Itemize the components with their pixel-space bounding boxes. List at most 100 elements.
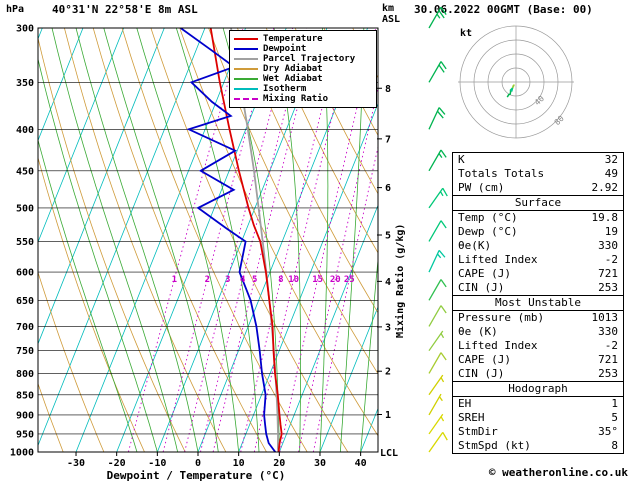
legend-item-temperature: Temperature (234, 34, 372, 44)
table-row: Pressure (mb) 1013 (453, 311, 623, 325)
stat-label: Lifted Index (458, 253, 538, 266)
table-row: PW (cm) 2.92 (453, 181, 623, 195)
table-row: θe (K) 330 (453, 325, 623, 339)
wind-barb (428, 6, 447, 29)
wind-barb (428, 249, 446, 273)
km-asl-axis-label: km ASL (382, 3, 400, 25)
svg-text:900: 900 (16, 410, 34, 421)
legend-label: Dry Adiabat (263, 64, 323, 74)
table-row: StmDir 35° (453, 425, 623, 439)
table-row: SREH 5 (453, 411, 623, 425)
wind-barb (428, 279, 447, 301)
stat-label: Totals Totals (458, 167, 545, 180)
plot-grid (38, 28, 378, 452)
lcl-label: LCL (380, 448, 398, 459)
table-row: Lifted Index -2 (453, 253, 623, 267)
legend-label: Temperature (263, 34, 323, 44)
wind-barb (428, 352, 447, 374)
wind-barb (428, 431, 448, 453)
stat-value: 1013 (591, 311, 619, 324)
svg-text:25: 25 (344, 275, 355, 285)
svg-text:1000: 1000 (10, 448, 34, 459)
kt-unit-label: kt (460, 28, 472, 39)
dry-adiabats (38, 28, 378, 452)
legend-item-wet-adiabat: Wet Adiabat (234, 74, 372, 84)
svg-text:-20: -20 (108, 458, 126, 469)
stat-value: 1 (611, 397, 618, 410)
wind-barb (428, 107, 446, 130)
svg-text:8: 8 (385, 84, 391, 95)
stat-label: CAPE (J) (458, 353, 511, 366)
table-row: EH 1 (453, 397, 623, 411)
right-panel: kt 40 80 K 32 Totals Totals 49 PW (cm) 2.92 Sur… (450, 0, 629, 486)
wind-barb (428, 61, 447, 83)
legend-item-dry-adiabat: Dry Adiabat (234, 64, 372, 74)
table-row: CAPE (J) 721 (453, 267, 623, 281)
svg-text:10: 10 (233, 458, 245, 469)
dewpoint-curve (180, 28, 277, 452)
km-axis-labels: 8 7 6 5 4 3 2 1 (377, 84, 391, 421)
stat-label: Dewp (°C) (458, 225, 518, 238)
legend-item-isotherm: Isotherm (234, 84, 372, 94)
table-row: Dewp (°C) 19 (453, 225, 623, 239)
stat-value: 330 (598, 325, 618, 338)
svg-text:300: 300 (16, 24, 34, 35)
svg-text:7: 7 (385, 134, 391, 145)
plot-frame (37, 27, 379, 453)
svg-text:600: 600 (16, 268, 34, 279)
stat-label: Pressure (mb) (458, 311, 545, 324)
wind-barb (428, 374, 445, 396)
svg-text:8: 8 (278, 275, 283, 285)
stat-label: Temp (°C) (458, 211, 518, 224)
temp-axis-labels: -30 -20 -10 0 10 20 30 40 (67, 452, 367, 469)
stat-value: 721 (598, 353, 618, 366)
svg-text:1: 1 (172, 275, 177, 285)
legend-label: Wet Adiabat (263, 74, 323, 84)
wind-barb (428, 305, 447, 327)
legend-item-mixing-ratio: Mixing Ratio (234, 94, 372, 104)
svg-text:3: 3 (385, 322, 391, 333)
svg-text:30: 30 (314, 458, 326, 469)
stat-value: 721 (598, 267, 618, 280)
svg-text:800: 800 (16, 369, 34, 380)
legend-swatch (234, 88, 258, 90)
wind-barb (428, 220, 447, 242)
km-unit-line2: ASL (382, 14, 401, 25)
chart-legend: Temperature Dewpoint Parcel Trajectory Dry … (229, 30, 377, 108)
table-row: θe(K) 330 (453, 239, 623, 253)
hodograph-trace (506, 84, 515, 98)
stat-label: θe(K) (458, 239, 492, 252)
wind-barb (428, 413, 445, 435)
svg-text:20: 20 (273, 458, 285, 469)
stat-label: StmDir (458, 425, 498, 438)
stat-value: 49 (604, 167, 618, 180)
stat-value: 5 (611, 411, 618, 424)
svg-text:5: 5 (385, 230, 391, 241)
table-row: CAPE (J) 721 (453, 353, 623, 367)
stat-label: SREH (458, 411, 485, 424)
svg-text:700: 700 (16, 322, 34, 333)
stat-label: Lifted Index (458, 339, 538, 352)
sounding-curves (180, 28, 283, 452)
svg-text:-30: -30 (67, 458, 85, 469)
datetime-title: 30.06.2022 00GMT (Base: 00) (414, 3, 593, 16)
section-header-most-unstable: Most Unstable (453, 295, 623, 311)
mixing-ratio-lines (127, 28, 378, 452)
stat-value: 253 (598, 281, 618, 294)
stat-value: 8 (611, 439, 618, 452)
wind-barb (428, 149, 447, 172)
svg-text:4: 4 (385, 277, 391, 288)
stat-label: CAPE (J) (458, 267, 511, 280)
legend-swatch (234, 38, 258, 40)
legend-swatch (234, 48, 258, 50)
svg-text:5: 5 (252, 275, 257, 285)
table-row: CIN (J) 253 (453, 367, 623, 381)
svg-text:80: 80 (553, 114, 566, 127)
temperature-curve (209, 28, 283, 452)
hodograph: kt 40 80 (458, 25, 574, 139)
svg-text:10: 10 (288, 275, 299, 285)
stat-value: 253 (598, 367, 618, 380)
legend-label: Dewpoint (263, 44, 307, 54)
table-row: Lifted Index -2 (453, 339, 623, 353)
skewt-chart: Dewpoint / Temperature (°C) Mixing Ratio… (10, 6, 448, 482)
